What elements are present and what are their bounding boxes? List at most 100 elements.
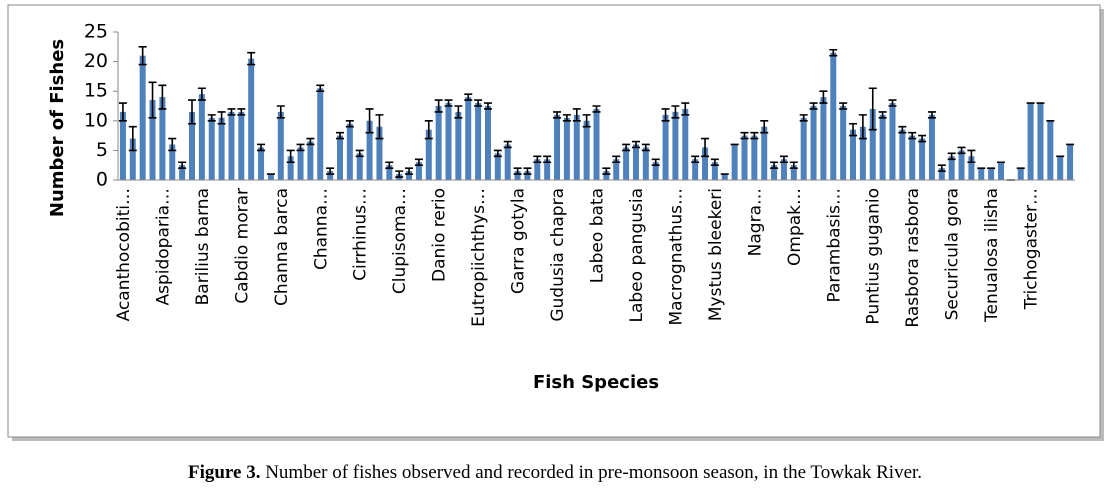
- bar: [820, 97, 827, 180]
- x-axis-title: Fish Species: [533, 372, 659, 393]
- bar: [879, 114, 886, 180]
- bar: [248, 58, 255, 180]
- error-bar: [799, 114, 808, 122]
- bar: [514, 171, 521, 180]
- error-bar: [326, 167, 335, 175]
- error-bar: [849, 122, 858, 137]
- bar: [336, 135, 343, 180]
- error-bar: [444, 99, 453, 107]
- bar: [129, 138, 136, 180]
- error-bar: [345, 120, 354, 128]
- error-bar: [572, 108, 581, 122]
- bar: [1017, 168, 1024, 180]
- x-tick-label: Barilius barna: [193, 188, 213, 305]
- error-bar: [878, 111, 887, 119]
- bar: [593, 108, 600, 180]
- error-bar: [602, 167, 611, 175]
- error-bar: [750, 131, 759, 140]
- error-bar: [306, 137, 315, 146]
- x-tick-label: Securicula gora: [943, 188, 963, 320]
- bar: [1047, 120, 1054, 180]
- error-bar: [395, 170, 404, 178]
- bar: [1037, 103, 1044, 180]
- bar: [613, 159, 620, 180]
- bar: [682, 108, 689, 180]
- x-tick-label: Trichogaster…: [1022, 188, 1042, 310]
- bar: [406, 171, 413, 180]
- bar: [494, 153, 501, 180]
- error-bar: [316, 84, 325, 92]
- error-bar: [523, 167, 532, 175]
- error-bar: [493, 149, 502, 158]
- error-bar: [405, 167, 414, 175]
- x-tick-label: Aspidoparia…: [153, 188, 173, 306]
- bar: [642, 147, 649, 180]
- bar: [119, 111, 126, 180]
- bar: [238, 111, 245, 180]
- error-bar: [927, 111, 936, 119]
- error-bar: [148, 81, 157, 119]
- bar: [179, 165, 186, 180]
- error-bar: [760, 120, 769, 134]
- error-bar: [296, 143, 305, 152]
- bar: [228, 111, 235, 180]
- x-tick-label: Tenualosa ilisha: [982, 188, 1002, 323]
- error-bar: [197, 87, 206, 101]
- y-tick-label: 15: [84, 80, 108, 102]
- bar: [366, 120, 373, 180]
- bar: [978, 168, 985, 180]
- bar: [711, 162, 718, 180]
- error-bar: [898, 125, 907, 134]
- bar: [544, 159, 551, 180]
- x-tick-label: Parambasis…: [824, 188, 844, 303]
- error-bar: [365, 108, 374, 134]
- x-tick-label: Mystus bleekeri: [706, 188, 726, 321]
- error-bar: [582, 114, 591, 128]
- x-tick-label: Danio rerio: [430, 188, 450, 282]
- bar: [830, 52, 837, 180]
- error-bar: [276, 105, 285, 119]
- bar: [277, 111, 284, 180]
- error-bar: [207, 114, 216, 122]
- error-bar: [661, 108, 670, 122]
- error-bar: [937, 164, 946, 172]
- x-tick-label: Labeo pangusia: [627, 188, 647, 323]
- error-bar: [414, 158, 423, 166]
- caption-label: Figure 3.: [188, 462, 260, 483]
- bar: [1067, 144, 1074, 180]
- bar: [761, 126, 768, 180]
- bar: [435, 106, 442, 180]
- error-bar: [434, 99, 443, 113]
- bar: [327, 171, 334, 180]
- bar: [484, 106, 491, 180]
- error-bar: [681, 102, 690, 116]
- bar: [909, 135, 916, 180]
- error-bar: [217, 111, 226, 125]
- bar: [188, 111, 195, 180]
- bar: [800, 117, 807, 180]
- bar: [623, 147, 630, 180]
- bar: [139, 55, 146, 180]
- error-bar: [592, 105, 601, 113]
- bar: [475, 103, 482, 180]
- x-tick-label: Channa barca: [272, 188, 292, 306]
- error-bar: [710, 158, 719, 166]
- error-bar: [128, 125, 137, 152]
- bar: [415, 162, 422, 180]
- error-bar: [641, 143, 650, 152]
- bar: [346, 123, 353, 180]
- error-bar: [138, 46, 147, 66]
- bar: [573, 114, 580, 180]
- error-bar: [247, 51, 256, 66]
- error-bar: [335, 131, 344, 140]
- x-tick-label: Cabdio morar: [232, 188, 252, 304]
- bar: [455, 111, 462, 180]
- error-bar: [385, 161, 394, 169]
- error-bar: [829, 48, 838, 57]
- x-tick-label: Puntius guganio: [864, 188, 884, 325]
- error-bar: [543, 155, 552, 164]
- bar: [159, 97, 166, 180]
- error-bar: [819, 90, 828, 104]
- error-bar: [474, 99, 483, 107]
